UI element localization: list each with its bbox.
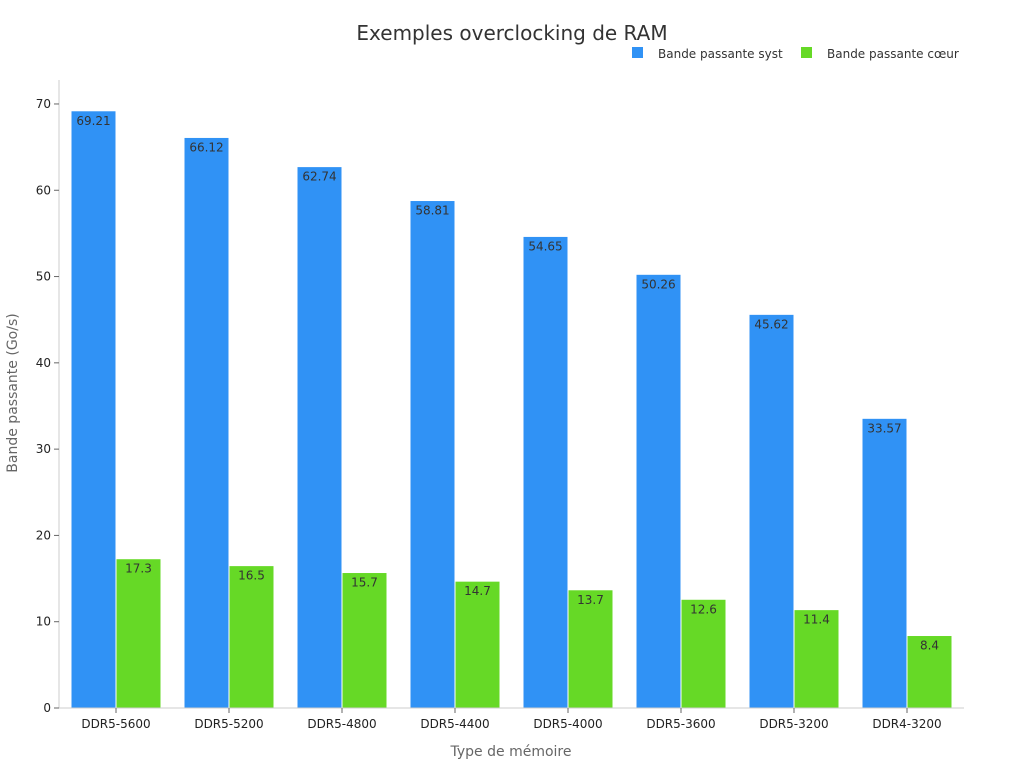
bar-coeur-ddr5-4400 (454, 580, 501, 709)
data-label-coeur-ddr5-4000: 13.7 (577, 593, 604, 607)
y-tick-label-20: 20 (36, 528, 51, 542)
y-tick-label-70: 70 (36, 97, 51, 111)
data-labels-group: 69.21 17.3 66.12 16.5 62.74 15.7 58.81 14.7 54.6… (76, 114, 939, 653)
bar-coeur-ddr5-3600 (680, 598, 727, 709)
x-tick-label-ddr5-3200: DDR5-3200 (759, 717, 828, 731)
bar-syst-ddr5-5600 (70, 110, 117, 709)
bar-coeur-ddr5-5200 (228, 565, 275, 709)
legend-swatch-coeur (801, 47, 812, 58)
data-label-coeur-ddr5-5200: 16.5 (238, 569, 265, 583)
data-label-coeur-ddr4-3200: 8.4 (920, 639, 939, 653)
data-label-syst-ddr5-4800: 62.74 (302, 170, 336, 184)
x-tick-label-ddr5-4800: DDR5-4800 (307, 717, 376, 731)
data-label-syst-ddr5-4000: 54.65 (528, 239, 562, 253)
data-label-syst-ddr5-4400: 58.81 (415, 204, 449, 218)
data-label-coeur-ddr5-3200: 11.4 (803, 613, 830, 627)
x-tick-label-ddr4-3200: DDR4-3200 (872, 717, 941, 731)
y-tick-label-0: 0 (43, 701, 51, 715)
data-label-coeur-ddr5-5600: 17.3 (125, 562, 152, 576)
y-axis-label: Bande passante (Go/s) (5, 313, 21, 472)
legend-label-syst: Bande passante syst (658, 47, 783, 61)
bars-group (70, 110, 953, 709)
chart-title: Exemples overclocking de RAM (356, 21, 667, 45)
y-tick-label-10: 10 (36, 615, 51, 629)
legend-swatch-syst (632, 47, 643, 58)
bar-syst-ddr5-3200 (748, 313, 795, 709)
bar-syst-ddr5-3600 (635, 273, 682, 709)
bar-syst-ddr5-4000 (522, 235, 569, 709)
data-label-coeur-ddr5-4400: 14.7 (464, 584, 491, 598)
x-tick-label-ddr5-5600: DDR5-5600 (81, 717, 150, 731)
x-tick-label-ddr5-4400: DDR5-4400 (420, 717, 489, 731)
x-tick-label-ddr5-3600: DDR5-3600 (646, 717, 715, 731)
bar-syst-ddr5-5200 (183, 136, 230, 709)
x-tick-label-ddr5-5200: DDR5-5200 (194, 717, 263, 731)
y-axis-ticks: 0 10 20 30 40 50 60 70 (36, 97, 59, 715)
data-label-syst-ddr4-3200: 33.57 (867, 421, 901, 435)
bar-syst-ddr5-4800 (296, 166, 343, 709)
data-label-coeur-ddr5-3600: 12.6 (690, 602, 717, 616)
y-tick-label-50: 50 (36, 270, 51, 284)
y-tick-label-30: 30 (36, 442, 51, 456)
legend: Bande passante syst Bande passante cœur (632, 47, 959, 61)
bar-coeur-ddr5-4800 (341, 572, 388, 709)
legend-label-coeur: Bande passante cœur (827, 47, 959, 61)
bar-coeur-ddr4-3200 (906, 635, 953, 709)
data-label-coeur-ddr5-4800: 15.7 (351, 576, 378, 590)
x-axis-ticks: DDR5-5600 DDR5-5200 DDR5-4800 DDR5-4400 DDR5… (81, 708, 942, 731)
bar-syst-ddr4-3200 (861, 417, 908, 709)
y-tick-label-60: 60 (36, 183, 51, 197)
x-axis-label: Type de mémoire (450, 744, 572, 760)
data-label-syst-ddr5-5600: 69.21 (76, 114, 110, 128)
x-tick-label-ddr5-4000: DDR5-4000 (533, 717, 602, 731)
bar-coeur-ddr5-4000 (567, 589, 614, 709)
data-label-syst-ddr5-5200: 66.12 (189, 140, 223, 154)
bar-coeur-ddr5-3200 (793, 609, 840, 709)
data-label-syst-ddr5-3600: 50.26 (641, 277, 675, 291)
bar-syst-ddr5-4400 (409, 200, 456, 709)
bar-coeur-ddr5-5600 (115, 558, 162, 709)
y-tick-label-40: 40 (36, 356, 51, 370)
data-label-syst-ddr5-3200: 45.62 (754, 317, 788, 331)
